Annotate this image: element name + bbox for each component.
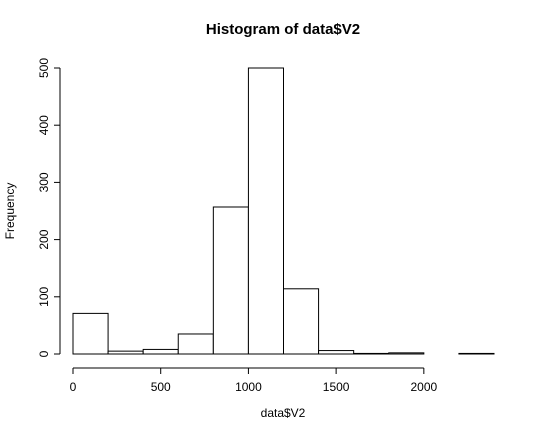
y-tick-label: 0	[37, 350, 51, 357]
histogram-bar-5	[247, 67, 285, 355]
y-tick-label: 400	[37, 115, 51, 135]
y-tick-label: 200	[37, 229, 51, 249]
y-tick-label: 300	[37, 172, 51, 192]
x-tick-label: 1500	[323, 380, 350, 394]
histogram-bar-8	[353, 352, 390, 355]
histogram-bar-11	[458, 352, 495, 355]
x-axis: 0 500 1000 1500 2000	[70, 367, 438, 394]
histogram-bar-3	[177, 333, 214, 355]
x-tick-label: 1000	[235, 380, 262, 394]
histogram-bar-0	[72, 312, 109, 355]
x-tick-label: 500	[151, 380, 171, 394]
x-tick-label: 0	[70, 380, 77, 394]
histogram-bar-1	[107, 350, 144, 355]
y-tick-label: 100	[37, 286, 51, 306]
histogram-bar-2	[142, 348, 179, 355]
histogram-bars	[72, 67, 495, 355]
y-tick-label: 500	[37, 58, 51, 78]
histogram-bar-6	[283, 288, 320, 355]
y-axis-label: Frequency	[3, 183, 17, 240]
histogram-bar-7	[318, 350, 355, 355]
x-axis-label: data$V2	[261, 406, 306, 420]
histogram-bar-9	[388, 352, 425, 355]
y-axis: 0 100 200 300 400 500	[37, 58, 61, 357]
x-tick-label: 2000	[410, 380, 437, 394]
chart-title: Histogram of data$V2	[206, 21, 360, 38]
histogram-bar-4	[212, 206, 249, 355]
